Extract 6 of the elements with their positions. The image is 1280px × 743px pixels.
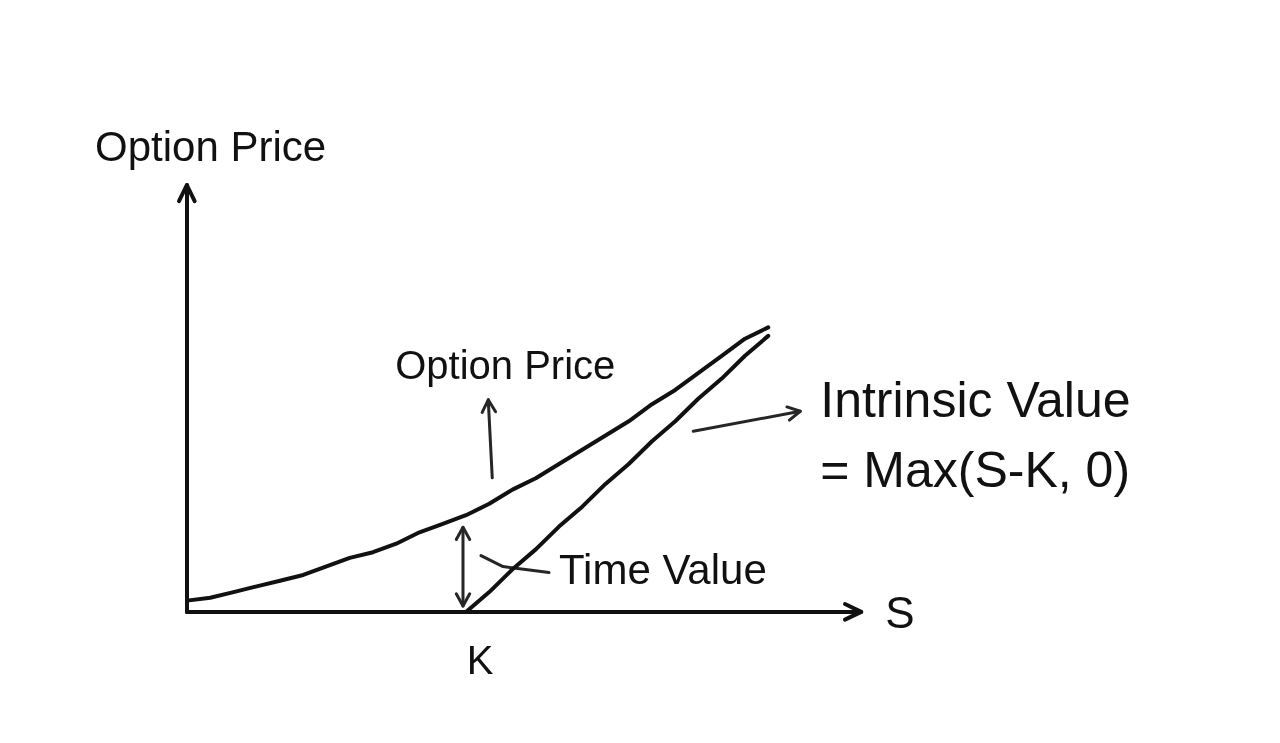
series-label: Option Price: [395, 342, 616, 387]
annotation: Time Value: [559, 546, 767, 594]
text: K: [466, 638, 494, 682]
series-label: Intrinsic Value = Max(S-K, 0): [820, 372, 1131, 499]
x-axis-title: S: [885, 587, 915, 637]
y-axis-title: Option Price: [95, 122, 327, 170]
